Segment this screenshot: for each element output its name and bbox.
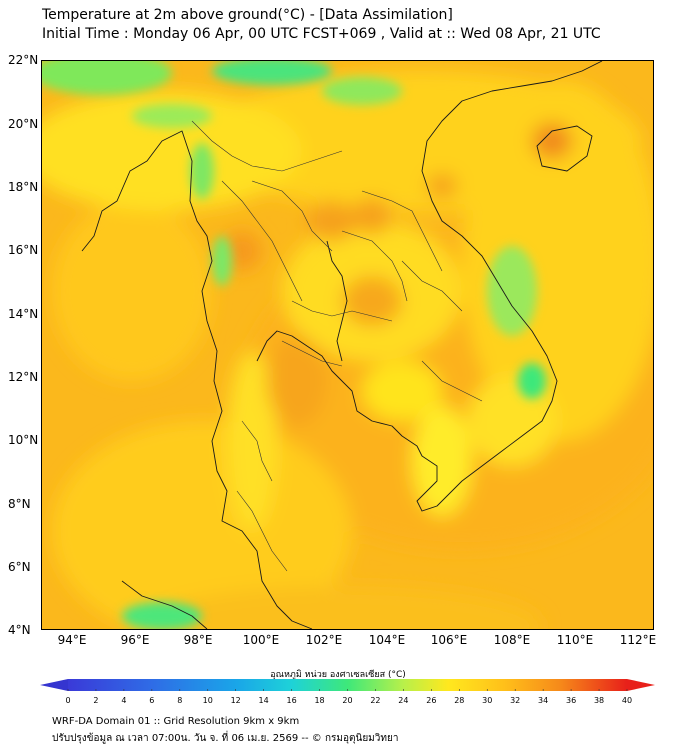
lon-label-106e: 106°E bbox=[430, 633, 468, 647]
colorbar-tick-label: 0 bbox=[65, 696, 70, 705]
colorbar-tick-label: 22 bbox=[370, 696, 380, 705]
lon-label-94e: 94°E bbox=[57, 633, 87, 647]
lon-label-100e: 100°E bbox=[242, 633, 280, 647]
lon-label-102e: 102°E bbox=[305, 633, 343, 647]
colorbar-tick-label: 14 bbox=[259, 696, 269, 705]
colorbar-tick-label: 36 bbox=[566, 696, 576, 705]
lat-label-22n: 22°N bbox=[8, 53, 39, 67]
coastlines bbox=[81, 61, 603, 629]
lat-label-10n: 10°N bbox=[8, 433, 39, 447]
lat-label-18n: 18°N bbox=[8, 180, 39, 194]
colorbar-tick-label: 30 bbox=[482, 696, 492, 705]
lon-label-104e: 104°E bbox=[368, 633, 406, 647]
temperature-field bbox=[42, 71, 653, 629]
colorbar-tick-label: 10 bbox=[203, 696, 213, 705]
colorbar-tick-label: 6 bbox=[149, 696, 154, 705]
colorbar-tick-label: 2 bbox=[93, 696, 98, 705]
colorbar-extend-high bbox=[627, 679, 655, 691]
colorbar-tick-label: 24 bbox=[398, 696, 408, 705]
colorbar-tick-label: 28 bbox=[454, 696, 464, 705]
lat-label-8n: 8°N bbox=[8, 497, 31, 511]
colorbar-ticks: 0 2 4 6 8 10 12 14 16 18 20 22 24 26 28 30 32 34 36 38 40 bbox=[65, 689, 632, 705]
lon-label-110e: 110°E bbox=[556, 633, 594, 647]
colorbar-tick-label: 26 bbox=[426, 696, 436, 705]
colorbar-extend-low bbox=[40, 679, 68, 691]
cool-zones bbox=[42, 61, 546, 629]
lon-label-96e: 96°E bbox=[120, 633, 150, 647]
colorbar-tick-label: 20 bbox=[342, 696, 352, 705]
title-line-2: Initial Time : Monday 06 Apr, 00 UTC FCS… bbox=[42, 26, 601, 42]
lon-label-98e: 98°E bbox=[183, 633, 213, 647]
colorbar-tick-label: 18 bbox=[314, 696, 324, 705]
colorbar-tick-label: 8 bbox=[177, 696, 182, 705]
lat-label-4n: 4°N bbox=[8, 623, 31, 637]
footer-line-2: ปรับปรุงข้อมูล ณ เวลา 07:00น. วัน จ. ที่… bbox=[52, 733, 399, 744]
chart-title: Temperature at 2m above ground(°C) - [Da… bbox=[42, 6, 601, 44]
colorbar-tick-label: 38 bbox=[594, 696, 604, 705]
lat-label-6n: 6°N bbox=[8, 560, 31, 574]
lon-label-108e: 108°E bbox=[493, 633, 531, 647]
title-line-1: Temperature at 2m above ground(°C) - [Da… bbox=[42, 7, 453, 23]
colorbar-tick-label: 32 bbox=[510, 696, 520, 705]
province-borders bbox=[191, 120, 483, 572]
temperature-map[interactable] bbox=[41, 60, 654, 630]
lat-label-20n: 20°N bbox=[8, 117, 39, 131]
colorbar-tick-label: 4 bbox=[121, 696, 126, 705]
colorbar: 0 2 4 6 8 10 12 14 16 18 20 22 24 26 28 30 32 34 36 38 40 bbox=[40, 679, 655, 705]
lat-label-16n: 16°N bbox=[8, 243, 39, 257]
lon-label-112e: 112°E bbox=[619, 633, 657, 647]
lat-label-12n: 12°N bbox=[8, 370, 39, 384]
lat-label-14n: 14°N bbox=[8, 307, 39, 321]
colorbar-tick-label: 34 bbox=[538, 696, 548, 705]
colorbar-tick-label: 12 bbox=[231, 696, 241, 705]
colorbar-title: อุณหภูมิ หน่วย องศาเซลเซียส (°C) bbox=[270, 670, 406, 680]
colorbar-tick-label: 16 bbox=[287, 696, 297, 705]
colorbar-ramp bbox=[68, 679, 627, 691]
footer-line-1: WRF-DA Domain 01 :: Grid Resolution 9km … bbox=[52, 716, 300, 727]
colorbar-tick-label: 40 bbox=[622, 696, 632, 705]
map-canvas bbox=[42, 61, 653, 629]
